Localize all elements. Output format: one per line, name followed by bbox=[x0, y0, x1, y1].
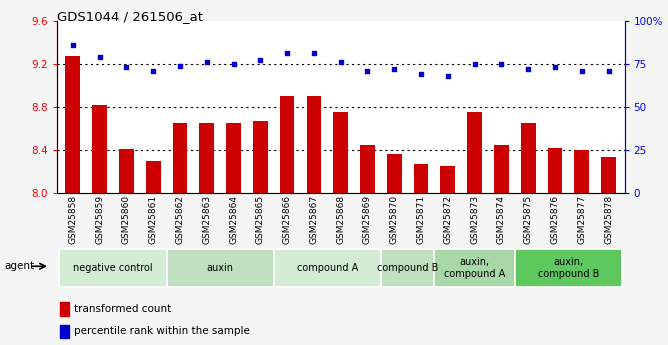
Text: negative control: negative control bbox=[73, 263, 153, 273]
Point bbox=[469, 61, 480, 67]
Text: GDS1044 / 261506_at: GDS1044 / 261506_at bbox=[57, 10, 203, 23]
Point bbox=[362, 68, 373, 73]
Bar bbox=[65, 56, 80, 193]
Bar bbox=[200, 123, 214, 193]
Text: auxin: auxin bbox=[206, 263, 234, 273]
Point bbox=[228, 61, 239, 67]
Point bbox=[255, 58, 266, 63]
Bar bbox=[119, 149, 134, 193]
Bar bbox=[440, 166, 455, 193]
Bar bbox=[226, 123, 241, 193]
Point bbox=[389, 66, 399, 72]
Point bbox=[523, 66, 534, 72]
Point bbox=[202, 59, 212, 65]
Text: agent: agent bbox=[5, 261, 35, 271]
Bar bbox=[574, 150, 589, 193]
Point bbox=[309, 51, 319, 56]
Bar bbox=[601, 157, 616, 193]
Bar bbox=[274, 249, 381, 287]
Point bbox=[121, 65, 132, 70]
Bar bbox=[307, 96, 321, 193]
Point bbox=[282, 51, 293, 56]
Point bbox=[415, 71, 426, 77]
Point bbox=[174, 63, 185, 68]
Bar bbox=[494, 145, 509, 193]
Bar bbox=[521, 123, 536, 193]
Bar bbox=[253, 121, 268, 193]
Bar bbox=[60, 302, 69, 316]
Bar bbox=[59, 249, 166, 287]
Point bbox=[576, 68, 587, 73]
Bar bbox=[381, 249, 434, 287]
Text: transformed count: transformed count bbox=[73, 304, 171, 314]
Text: auxin,
compound B: auxin, compound B bbox=[538, 257, 599, 279]
Point bbox=[442, 73, 453, 79]
Text: compound B: compound B bbox=[377, 263, 438, 273]
Bar bbox=[515, 249, 622, 287]
Bar bbox=[333, 112, 348, 193]
Point bbox=[94, 54, 105, 60]
Text: auxin,
compound A: auxin, compound A bbox=[444, 257, 505, 279]
Point bbox=[67, 42, 78, 48]
Point bbox=[603, 68, 614, 73]
Point bbox=[496, 61, 507, 67]
Bar bbox=[360, 145, 375, 193]
Bar bbox=[467, 112, 482, 193]
Bar bbox=[387, 155, 401, 193]
Bar bbox=[92, 105, 107, 193]
Bar bbox=[146, 161, 160, 193]
Point bbox=[148, 68, 158, 73]
Text: percentile rank within the sample: percentile rank within the sample bbox=[73, 326, 250, 336]
Point bbox=[335, 59, 346, 65]
Text: compound A: compound A bbox=[297, 263, 358, 273]
Bar bbox=[280, 96, 295, 193]
Bar bbox=[166, 249, 274, 287]
Bar bbox=[548, 148, 562, 193]
Bar bbox=[413, 164, 428, 193]
Point bbox=[550, 65, 560, 70]
Bar bbox=[60, 325, 69, 338]
Bar bbox=[172, 123, 187, 193]
Bar bbox=[434, 249, 515, 287]
